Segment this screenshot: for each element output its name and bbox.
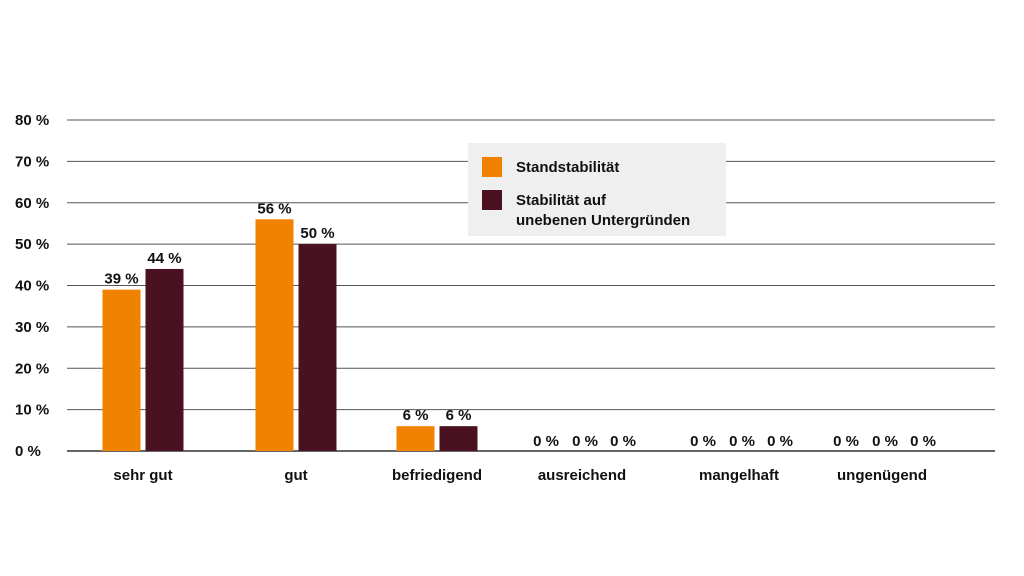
y-tick-label: 50 % — [15, 236, 49, 253]
gridlines — [67, 119, 995, 452]
legend-label-line-1: Stabilität auf — [516, 192, 607, 209]
legend: Standstabilität Stabilität auf unebenen … — [468, 143, 726, 236]
category-label-ungenuegend: ungenügend — [837, 467, 927, 484]
data-labels: 39 % 44 % 56 % 50 % 6 % 6 % 0 % 0 % 0 % 0 % 0 % 0 %… — [104, 200, 936, 450]
data-label-befriedigend-series-2: 6 % — [446, 407, 472, 424]
data-label-gut-series-2: 50 % — [300, 225, 334, 242]
data-label-befriedigend-series-1: 6 % — [403, 407, 429, 424]
legend-swatch-standstabilitaet — [482, 157, 502, 177]
bar-sehr-gut-series-1 — [102, 289, 141, 451]
legend-swatch-stabilitaet-unebenen — [482, 190, 502, 210]
y-tick-label: 60 % — [15, 195, 49, 212]
zero-label-ausreichend-2: 0 % — [572, 433, 598, 450]
zero-label-ungenuegend-3: 0 % — [910, 433, 936, 450]
bar-gut-series-1 — [255, 219, 294, 451]
y-tick-label: 10 % — [15, 402, 49, 419]
y-tick-label: 20 % — [15, 360, 49, 377]
bar-befriedigend-series-1 — [396, 426, 435, 451]
legend-label-standstabilitaet: Standstabilität — [516, 159, 619, 176]
zero-label-ausreichend-1: 0 % — [533, 433, 559, 450]
zero-label-ausreichend-3: 0 % — [610, 433, 636, 450]
category-label-gut: gut — [284, 467, 307, 484]
legend-label-stabilitaet-unebenen: Stabilität auf unebenen Untergründen — [516, 192, 690, 229]
bar-gut-series-2 — [298, 244, 337, 451]
zero-label-mangelhaft-2: 0 % — [729, 433, 755, 450]
bar-sehr-gut-series-2 — [145, 268, 184, 451]
y-tick-label: 80 % — [15, 112, 49, 129]
bars — [102, 219, 478, 451]
y-tick-label: 0 % — [15, 443, 41, 460]
bar-befriedigend-series-2 — [439, 426, 478, 451]
category-label-befriedigend: befriedigend — [392, 467, 482, 484]
category-label-ausreichend: ausreichend — [538, 467, 626, 484]
y-tick-label: 40 % — [15, 278, 49, 295]
data-label-sehr-gut-series-2: 44 % — [147, 250, 181, 267]
x-axis-category-labels: sehr gut gut befriedigend ausreichend mangel… — [113, 467, 927, 484]
zero-label-mangelhaft-3: 0 % — [767, 433, 793, 450]
zero-label-ungenuegend-1: 0 % — [833, 433, 859, 450]
legend-label-line-2: unebenen Untergründen — [516, 212, 690, 229]
data-label-sehr-gut-series-1: 39 % — [104, 271, 138, 288]
category-label-mangelhaft: mangelhaft — [699, 467, 779, 484]
zero-label-ungenuegend-2: 0 % — [872, 433, 898, 450]
data-label-gut-series-1: 56 % — [257, 200, 291, 217]
zero-label-mangelhaft-1: 0 % — [690, 433, 716, 450]
y-tick-label: 70 % — [15, 153, 49, 170]
category-label-sehr-gut: sehr gut — [113, 467, 172, 484]
legend-background — [468, 143, 726, 236]
y-tick-label: 30 % — [15, 319, 49, 336]
y-axis-tick-labels: 0 % 10 % 20 % 30 % 40 % 50 % 60 % 70 % 80 % — [15, 112, 49, 460]
